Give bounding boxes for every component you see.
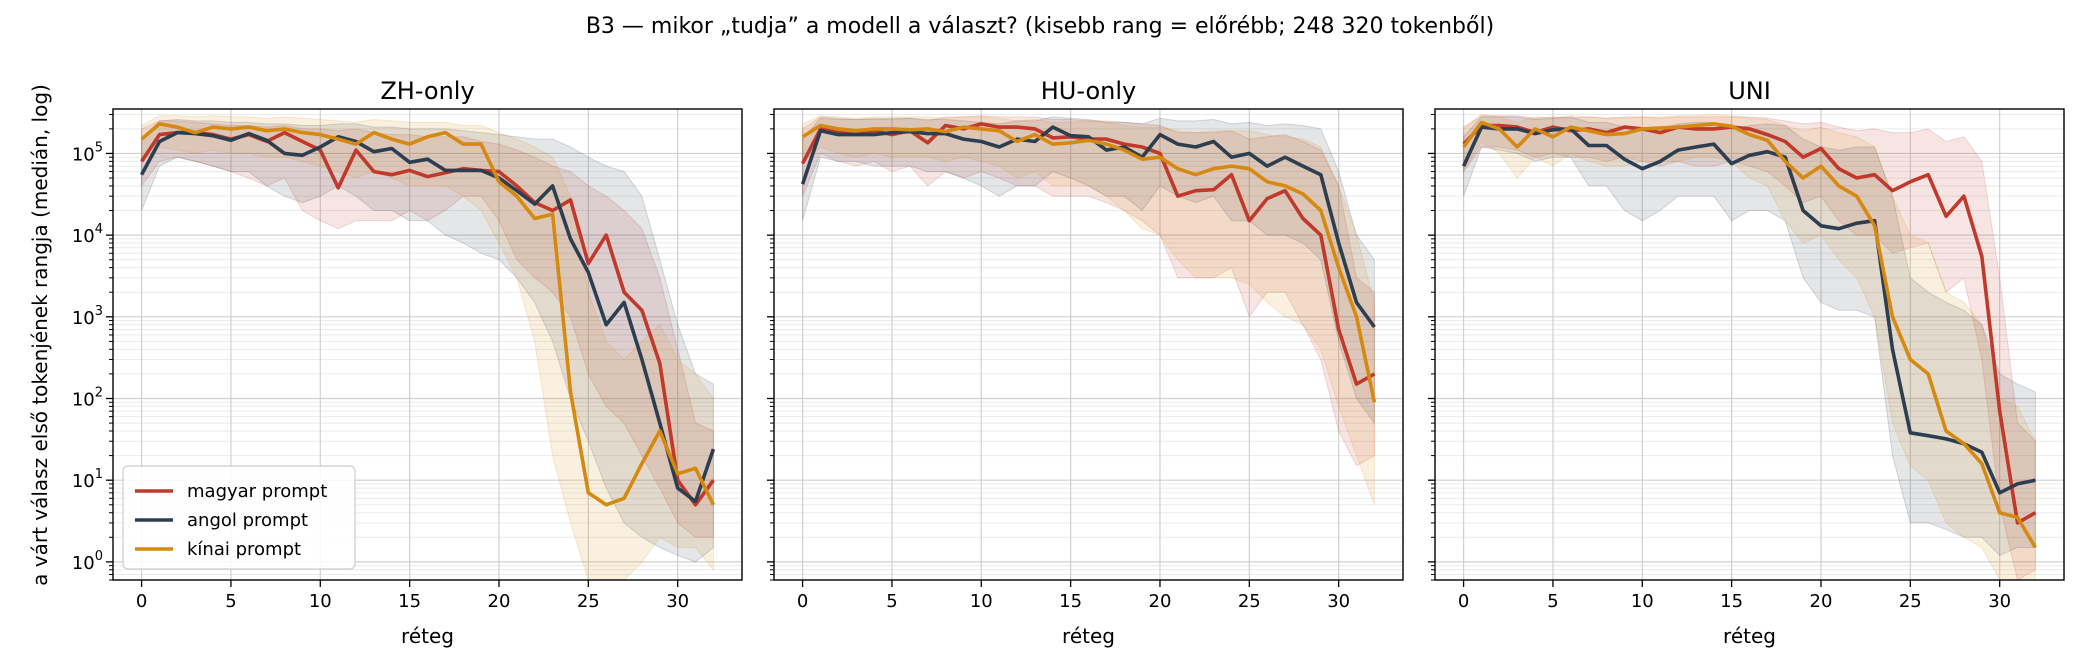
- y-tick-exponent: 4: [95, 222, 103, 237]
- x-tick-label: 0: [797, 591, 808, 612]
- y-tick-exponent: 2: [95, 386, 103, 401]
- axes-frame: [773, 108, 1404, 581]
- series-band-2: [141, 118, 714, 563]
- y-axis-label: a várt válasz első tokenjének rangja (me…: [28, 84, 52, 586]
- x-tick-label: 25: [1899, 591, 1922, 612]
- series-line-2: [800, 125, 1376, 329]
- series-band-3: [1463, 113, 2036, 580]
- x-axis-label: réteg: [1723, 624, 1776, 648]
- subplot-title: UNI: [1728, 77, 1771, 105]
- grid: [774, 109, 1403, 581]
- subplot-title: ZH-only: [380, 77, 474, 105]
- series-line-3: [801, 123, 1377, 403]
- legend: magyar prompt angol prompt kínai prompt: [122, 465, 356, 570]
- figure-title: B3 — mikor „tudja” a modell a választ? (…: [586, 14, 1494, 39]
- subplot-3: 0 5 10 15 20 25 30 UNI réteg: [1428, 77, 2065, 648]
- x-tick-label: 30: [666, 591, 689, 612]
- x-tick-label: 10: [1631, 591, 1654, 612]
- y-tick-base: 10: [72, 226, 95, 247]
- y-tick-label: 105: [72, 140, 103, 165]
- axes-frame: [112, 108, 743, 581]
- x-tick-label: 25: [1238, 591, 1261, 612]
- plot-area: [774, 109, 1403, 580]
- legend-box: [122, 465, 356, 570]
- x-tick-label: 30: [1988, 591, 2011, 612]
- x-tick-label: 30: [1327, 591, 1350, 612]
- x-tick-label: 20: [1810, 591, 1833, 612]
- x-tick-label: 10: [309, 591, 332, 612]
- x-tick-label: 0: [136, 591, 147, 612]
- plot-series: [800, 115, 1377, 505]
- y-tick-label: 102: [72, 386, 103, 411]
- y-tick-exponent: 1: [95, 467, 103, 482]
- x-axis-label: réteg: [401, 624, 454, 648]
- x-tick-label: 20: [488, 591, 511, 612]
- y-tick-exponent: 5: [95, 140, 103, 155]
- series-band-1: [802, 115, 1375, 467]
- series-line-3: [1462, 120, 2037, 549]
- x-tick-label: 5: [886, 591, 897, 612]
- plot-series: [1461, 113, 2037, 580]
- y-tick-base: 10: [72, 553, 95, 574]
- x-tick-label: 0: [1458, 591, 1469, 612]
- series-band-3: [802, 115, 1375, 505]
- series-line-2: [140, 130, 716, 504]
- y-tick-base: 10: [72, 471, 95, 492]
- y-tick-label: 101: [72, 467, 103, 492]
- series-band-3: [141, 115, 714, 580]
- subplot-title: HU-only: [1041, 77, 1136, 105]
- x-tick-label: 5: [1547, 591, 1558, 612]
- y-tick-label: 100: [72, 549, 103, 574]
- x-tick-label: 15: [398, 591, 421, 612]
- legend-label: magyar prompt: [187, 481, 327, 502]
- series-line-3: [140, 122, 716, 507]
- series-line-2: [1461, 125, 2036, 495]
- legend-label: angol prompt: [187, 510, 308, 531]
- x-tick-label: 15: [1059, 591, 1082, 612]
- y-tick-exponent: 3: [95, 304, 103, 319]
- x-tick-label: 25: [577, 591, 600, 612]
- axes-frame: [1434, 108, 2065, 581]
- y-tick-base: 10: [72, 144, 95, 165]
- y-tick-base: 10: [72, 308, 95, 329]
- series-band-1: [141, 120, 714, 538]
- plot-series: [140, 115, 716, 580]
- plot-area: [1435, 109, 2064, 580]
- y-tick-base: 10: [72, 390, 95, 411]
- x-tick-label: 20: [1149, 591, 1172, 612]
- x-tick-label: 10: [970, 591, 993, 612]
- legend-label: kínai prompt: [187, 539, 301, 560]
- y-tick-label: 103: [72, 304, 103, 329]
- series-band-2: [802, 116, 1375, 425]
- x-tick-label: 5: [225, 591, 236, 612]
- grid: [1435, 109, 2064, 581]
- y-tick-label: 104: [72, 222, 103, 247]
- y-tick-exponent: 0: [95, 549, 103, 564]
- subplot-2: 0 5 10 15 20 25 30 HU-only réteg: [767, 77, 1404, 648]
- x-axis-label: réteg: [1062, 624, 1115, 648]
- x-tick-label: 15: [1720, 591, 1743, 612]
- series-band-1: [1463, 115, 2036, 580]
